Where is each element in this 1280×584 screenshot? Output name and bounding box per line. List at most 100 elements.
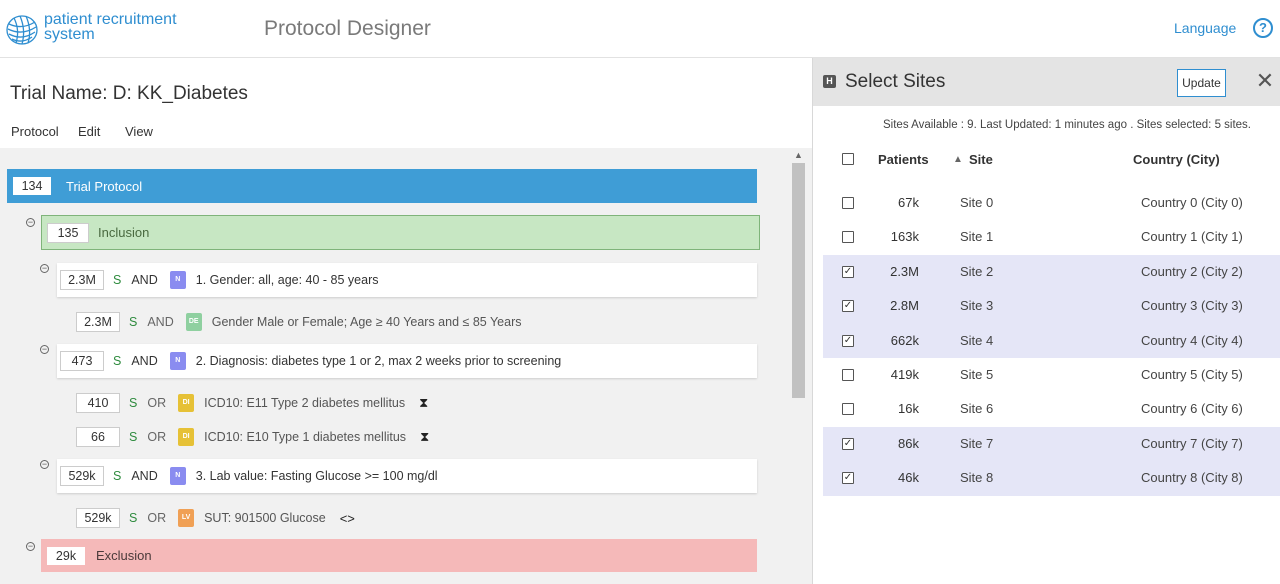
table-row[interactable]: ✓ 86k Site 7 Country 7 (City 7) bbox=[823, 426, 1280, 462]
table-row[interactable]: ✓ 662k Site 4 Country 4 (City 4) bbox=[823, 323, 1280, 358]
table-row[interactable]: 163k Site 1 Country 1 (City 1) bbox=[823, 220, 1280, 254]
patients-cell: 419k bbox=[890, 366, 919, 382]
collapse-criterion-1-icon[interactable]: − bbox=[40, 263, 49, 273]
patient-count: 2.3M bbox=[60, 270, 104, 290]
update-button[interactable]: Update bbox=[1177, 69, 1226, 97]
node-label: Trial Protocol bbox=[66, 178, 143, 194]
table-row[interactable]: ✓ 2.8M Site 3 Country 3 (City 3) bbox=[823, 289, 1280, 324]
table-row[interactable]: 16k Site 6 Country 6 (City 6) bbox=[823, 392, 1280, 426]
menu-protocol[interactable]: Protocol bbox=[11, 124, 59, 139]
operator[interactable]: OR bbox=[147, 430, 167, 444]
subcriterion-icd10-e10[interactable]: 66 S OR DI ICD10: E10 Type 1 diabetes me… bbox=[76, 425, 429, 449]
table-row[interactable]: ✓ 46k Site 8 Country 8 (City 8) bbox=[823, 461, 1280, 496]
panel-header: H Select Sites Update ✕ bbox=[813, 58, 1280, 106]
scroll-up-arrow-icon[interactable]: ▲ bbox=[794, 150, 803, 160]
exclusion-node[interactable]: 29k Exclusion bbox=[41, 539, 757, 572]
site-checkbox[interactable] bbox=[842, 197, 854, 209]
collapse-exclusion-icon[interactable]: − bbox=[26, 541, 35, 551]
menu-view[interactable]: View bbox=[125, 124, 153, 139]
site-checkbox[interactable] bbox=[842, 403, 854, 416]
collapse-criterion-3-icon[interactable]: − bbox=[40, 459, 49, 469]
site-checkbox[interactable]: ✓ bbox=[842, 334, 854, 347]
table-row[interactable]: 67k Site 0 Country 0 (City 0) bbox=[823, 186, 1280, 220]
range-brackets-icon[interactable]: <> bbox=[339, 510, 355, 526]
s-marker[interactable]: S bbox=[113, 273, 122, 287]
site-checkbox[interactable] bbox=[842, 231, 854, 244]
inclusion-node[interactable]: 135 Inclusion bbox=[41, 215, 760, 250]
hourglass-icon[interactable]: ⧗ bbox=[419, 395, 429, 410]
country-cell: Country 7 (City 7) bbox=[1141, 435, 1243, 451]
site-checkbox[interactable]: ✓ bbox=[842, 300, 854, 313]
s-marker[interactable]: S bbox=[113, 469, 122, 483]
logo-globe-icon bbox=[6, 15, 38, 45]
country-cell: Country 2 (City 2) bbox=[1141, 263, 1243, 279]
operator[interactable]: OR bbox=[147, 396, 167, 410]
collapse-inclusion-icon[interactable]: − bbox=[26, 217, 35, 227]
criterion-text: Gender Male or Female; Age ≥ 40 Years an… bbox=[211, 315, 522, 329]
criterion-text: 1. Gender: all, age: 40 - 85 years bbox=[195, 273, 379, 287]
patient-count: 29k bbox=[46, 545, 86, 566]
criterion-diagnosis[interactable]: 473 S AND N 2. Diagnosis: diabetes type … bbox=[57, 344, 757, 378]
site-cell: Site 7 bbox=[960, 435, 994, 451]
n-tag-icon: N bbox=[169, 271, 186, 289]
s-marker[interactable]: S bbox=[113, 354, 122, 368]
hourglass-icon[interactable]: ⧗ bbox=[420, 429, 430, 444]
subcriterion-glucose[interactable]: 529k S OR LV SUT: 901500 Glucose <> bbox=[76, 506, 355, 530]
select-all-checkbox[interactable] bbox=[842, 153, 854, 165]
column-site[interactable]: Site bbox=[969, 152, 993, 167]
di-tag-icon: DI bbox=[178, 428, 195, 446]
criterion-text: ICD10: E11 Type 2 diabetes mellitus bbox=[204, 396, 406, 410]
site-cell: Site 4 bbox=[960, 332, 994, 348]
operator[interactable]: OR bbox=[147, 511, 167, 525]
table-row[interactable]: 419k Site 5 Country 5 (City 5) bbox=[823, 358, 1280, 392]
scroll-thumb[interactable] bbox=[792, 163, 805, 398]
site-checkbox[interactable] bbox=[842, 368, 854, 381]
operator[interactable]: AND bbox=[131, 354, 158, 368]
country-cell: Country 4 (City 4) bbox=[1141, 332, 1243, 348]
subcriterion-icd10-e11[interactable]: 410 S OR DI ICD10: E11 Type 2 diabetes m… bbox=[76, 391, 428, 415]
table-row[interactable]: ✓ 2.3M Site 2 Country 2 (City 2) bbox=[823, 254, 1280, 290]
criterion-lab-value[interactable]: 529k S AND N 3. Lab value: Fasting Gluco… bbox=[57, 459, 757, 493]
site-checkbox[interactable]: ✓ bbox=[842, 265, 854, 278]
help-icon[interactable]: ? bbox=[1253, 18, 1273, 38]
country-cell: Country 3 (City 3) bbox=[1141, 298, 1243, 314]
site-cell: Site 3 bbox=[960, 298, 994, 314]
subcriterion-demographics[interactable]: 2.3M S AND DE Gender Male or Female; Age… bbox=[76, 310, 522, 334]
patient-count: 135 bbox=[47, 222, 89, 243]
s-marker[interactable]: S bbox=[129, 430, 138, 444]
operator[interactable]: AND bbox=[147, 315, 174, 329]
sites-table: 67k Site 0 Country 0 (City 0) 163k Site 1 Cou… bbox=[823, 186, 1280, 496]
column-country[interactable]: Country (City) bbox=[1133, 152, 1220, 167]
logo[interactable]: patient recruitment system bbox=[4, 10, 194, 50]
site-checkbox[interactable]: ✓ bbox=[842, 472, 854, 485]
site-cell: Site 2 bbox=[960, 263, 994, 279]
column-patients[interactable]: Patients bbox=[878, 152, 929, 167]
s-marker[interactable]: S bbox=[129, 315, 138, 329]
menu-edit[interactable]: Edit bbox=[78, 124, 101, 139]
language-link[interactable]: Language bbox=[1174, 20, 1237, 36]
patients-cell: 86k bbox=[898, 435, 919, 451]
node-label: Inclusion bbox=[98, 225, 150, 240]
close-icon[interactable]: ✕ bbox=[1255, 68, 1275, 93]
site-cell: Site 6 bbox=[960, 401, 994, 417]
criterion-gender-age[interactable]: 2.3M S AND N 1. Gender: all, age: 40 - 8… bbox=[57, 263, 757, 297]
s-marker[interactable]: S bbox=[129, 396, 138, 410]
node-label: Exclusion bbox=[96, 548, 152, 563]
site-checkbox[interactable]: ✓ bbox=[842, 437, 854, 450]
sort-ascending-icon[interactable]: ▲ bbox=[953, 154, 963, 165]
di-tag-icon: DI bbox=[178, 394, 195, 412]
s-marker[interactable]: S bbox=[129, 511, 138, 525]
patients-cell: 662k bbox=[890, 332, 919, 348]
criterion-text: 3. Lab value: Fasting Glucose >= 100 mg/… bbox=[195, 469, 438, 483]
n-tag-icon: N bbox=[169, 352, 186, 370]
logo-line1: patient recruitment bbox=[44, 11, 177, 28]
trial-protocol-node[interactable]: 134 Trial Protocol bbox=[7, 169, 757, 203]
site-cell: Site 1 bbox=[960, 229, 994, 245]
patients-cell: 2.8M bbox=[890, 298, 919, 314]
collapse-criterion-2-icon[interactable]: − bbox=[40, 344, 49, 354]
patients-cell: 2.3M bbox=[890, 263, 919, 279]
country-cell: Country 8 (City 8) bbox=[1141, 470, 1243, 486]
operator[interactable]: AND bbox=[131, 469, 158, 483]
select-sites-panel: H Select Sites Update ✕ Sites Available … bbox=[812, 58, 1280, 584]
operator[interactable]: AND bbox=[131, 273, 158, 287]
